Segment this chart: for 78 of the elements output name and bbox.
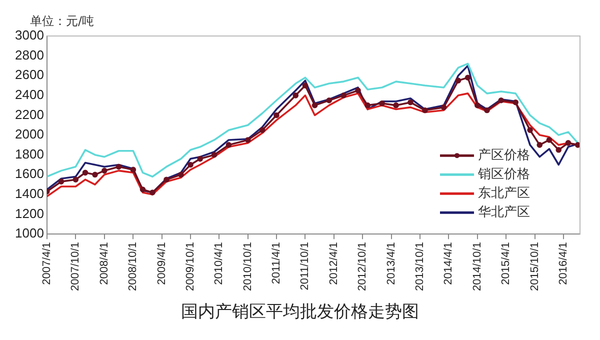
- point: [464, 74, 471, 80]
- x-tick-label: 2016/4/1: [558, 242, 570, 285]
- point: [455, 78, 462, 84]
- x-tick-label: 2014/10/1: [471, 242, 484, 291]
- x-tick-label: 2008/4/1: [98, 242, 110, 285]
- x-tick-label: 2015/4/1: [500, 242, 512, 285]
- point: [302, 82, 308, 88]
- point: [484, 107, 490, 114]
- point: [164, 176, 170, 182]
- point: [226, 142, 232, 148]
- point: [92, 172, 98, 178]
- y-tick-label: 1400: [15, 186, 44, 202]
- point: [565, 140, 572, 146]
- y-tick-label: 1200: [15, 206, 44, 221]
- point: [498, 97, 504, 104]
- y-axis-title: 单位：元/吨: [30, 14, 94, 28]
- y-tick-label: 1800: [15, 146, 44, 162]
- point: [440, 104, 447, 110]
- point: [197, 156, 204, 162]
- y-tick-label: 2200: [15, 106, 44, 122]
- x-tick-label: 2009/4/1: [156, 242, 168, 285]
- point: [556, 146, 562, 153]
- point: [188, 162, 194, 168]
- point: [393, 102, 399, 108]
- point: [292, 92, 299, 98]
- x-tick-label: 2011/10/1: [299, 242, 312, 290]
- point: [72, 176, 79, 182]
- point: [312, 102, 318, 108]
- y-tick-label: 3000: [15, 28, 44, 43]
- x-tick-label: 2013/4/1: [385, 242, 398, 285]
- point: [422, 107, 428, 114]
- point: [379, 100, 385, 106]
- legend-label: 东北产区: [478, 186, 530, 201]
- y-tick-label: 1000: [15, 226, 44, 241]
- y-tick-label: 2800: [15, 47, 44, 62]
- x-tick-label: 2009/10/1: [184, 242, 197, 291]
- text: 国内产销区平均批发价格走势图: [180, 301, 420, 323]
- point: [259, 127, 266, 133]
- x-tick-label: 2010/4/1: [213, 242, 226, 285]
- point: [274, 112, 280, 118]
- point: [140, 186, 146, 192]
- point: [574, 142, 580, 148]
- point: [355, 88, 361, 94]
- point: [364, 102, 370, 108]
- point: [474, 102, 480, 108]
- x-tick-label: 2010/10/1: [242, 242, 254, 291]
- point: [512, 99, 518, 106]
- point: [116, 164, 122, 170]
- y-tick-label: 2400: [15, 86, 44, 102]
- legend-label: 产区价格: [478, 148, 530, 163]
- x-tick-label: 2007/4/1: [40, 242, 53, 285]
- point: [340, 92, 346, 98]
- point: [178, 172, 184, 178]
- point: [536, 142, 543, 148]
- point: [211, 152, 218, 158]
- point: [58, 178, 64, 184]
- point: [102, 168, 108, 174]
- point: [408, 99, 414, 106]
- point: [326, 97, 332, 104]
- point: [527, 127, 533, 133]
- point: [546, 137, 552, 143]
- x-tick-label: 2007/10/1: [70, 242, 82, 291]
- point: [82, 170, 88, 176]
- y-tick-label: 2600: [15, 67, 44, 82]
- x-tick-label: 2008/10/1: [127, 242, 140, 291]
- point: [130, 166, 136, 173]
- legend-label: 华北产区: [478, 204, 530, 220]
- x-tick-label: 2011/4/1: [270, 242, 282, 284]
- y-tick-label: 1600: [15, 166, 44, 182]
- x-tick-label: 2012/4/1: [328, 242, 340, 285]
- point: [244, 137, 251, 143]
- point: [150, 190, 156, 196]
- x-tick-label: 2013/10/1: [414, 242, 426, 291]
- x-tick-label: 2012/10/1: [356, 242, 369, 291]
- x-tick-label: 2014/4/1: [442, 242, 455, 285]
- x-tick-label: 2015/10/1: [528, 242, 541, 291]
- y-tick-label: 2000: [15, 126, 44, 142]
- legend-label: 销区价格: [477, 166, 530, 182]
